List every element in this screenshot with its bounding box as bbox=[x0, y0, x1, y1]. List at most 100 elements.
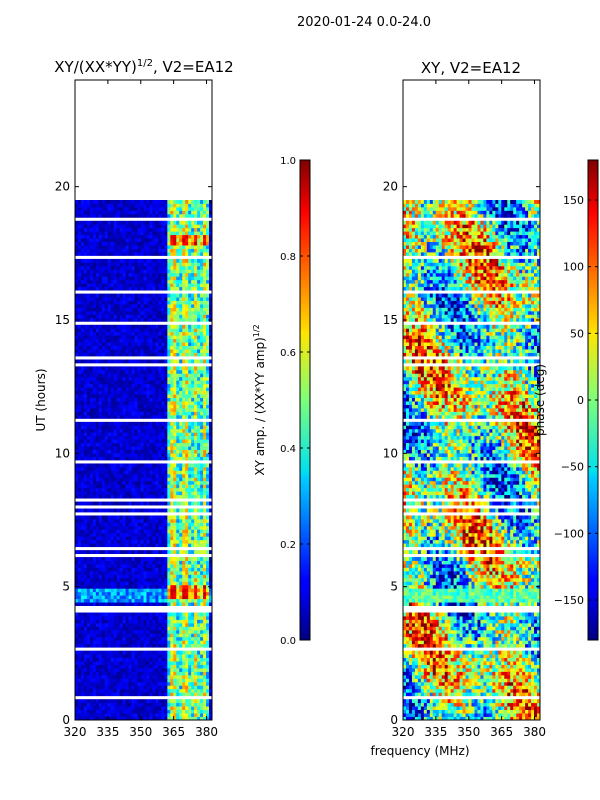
amplitude-heatmap-cell bbox=[116, 515, 121, 520]
amplitude-heatmap-cell bbox=[152, 674, 156, 679]
amplitude-heatmap-cell bbox=[134, 602, 138, 606]
amplitude-heatmap-cell bbox=[77, 449, 82, 454]
amplitude-heatmap-cell bbox=[86, 591, 91, 596]
amplitude-heatmap-cell bbox=[194, 515, 198, 520]
amplitude-heatmap-cell bbox=[152, 602, 156, 606]
amplitude-heatmap-cell bbox=[75, 536, 79, 541]
amplitude-heatmap-cell bbox=[116, 453, 121, 457]
amplitude-heatmap-cell bbox=[77, 650, 82, 655]
amplitude-heatmap-cell bbox=[182, 414, 186, 419]
amplitude-heatmap-cell bbox=[107, 463, 112, 468]
amplitude-heatmap-cell bbox=[167, 692, 171, 697]
amplitude-heatmap-cell bbox=[152, 432, 156, 437]
amplitude-heatmap-cell bbox=[101, 633, 106, 638]
amplitude-heatmap-cell bbox=[203, 709, 207, 714]
amplitude-heatmap-cell bbox=[200, 564, 204, 568]
amplitude-heatmap-cell bbox=[77, 709, 82, 714]
amplitude-heatmap-cell bbox=[116, 317, 121, 322]
amplitude-heatmap-cell bbox=[83, 435, 88, 440]
amplitude-heatmap-cell bbox=[158, 425, 162, 430]
amplitude-heatmap-cell bbox=[185, 432, 189, 437]
amplitude-heatmap-cell bbox=[101, 304, 106, 308]
amplitude-heatmap-cell bbox=[158, 709, 162, 714]
amplitude-heatmap-cell bbox=[77, 557, 82, 561]
amplitude-heatmap-cell bbox=[113, 532, 118, 537]
amplitude-heatmap-cell bbox=[122, 584, 127, 589]
amplitude-heatmap-cell bbox=[80, 674, 85, 679]
amplitude-heatmap-cell bbox=[143, 709, 147, 714]
amplitude-heatmap-cell bbox=[119, 373, 124, 378]
amplitude-heatmap-cell bbox=[137, 428, 141, 433]
amplitude-heatmap-cell bbox=[95, 629, 100, 634]
amplitude-heatmap-cell bbox=[173, 421, 177, 426]
amplitude-heatmap-cell bbox=[101, 338, 106, 343]
amplitude-heatmap-cell bbox=[92, 643, 97, 648]
amplitude-heatmap-cell bbox=[125, 300, 130, 305]
amplitude-heatmap-cell bbox=[197, 522, 201, 527]
amplitude-heatmap-cell bbox=[77, 688, 82, 693]
amplitude-heatmap-cell bbox=[128, 640, 132, 645]
amplitude-heatmap-cell bbox=[113, 584, 118, 589]
amplitude-heatmap-cell bbox=[167, 376, 171, 381]
amplitude-heatmap-cell bbox=[164, 446, 168, 450]
amplitude-heatmap-cell bbox=[155, 369, 159, 374]
amplitude-heatmap-cell bbox=[167, 577, 171, 582]
amplitude-heatmap-cell bbox=[116, 709, 121, 714]
amplitude-heatmap-cell bbox=[113, 706, 118, 710]
amplitude-heatmap-cell bbox=[110, 529, 115, 534]
amplitude-heatmap-cell bbox=[143, 581, 147, 586]
amplitude-heatmap-cell bbox=[146, 633, 150, 638]
amplitude-heatmap-cell bbox=[92, 487, 97, 492]
amplitude-heatmap-cell bbox=[113, 595, 118, 600]
amplitude-title-exponent: 1/2 bbox=[137, 58, 153, 69]
amplitude-heatmap-cell bbox=[146, 629, 150, 634]
amplitude-heatmap-cell bbox=[137, 376, 141, 381]
amplitude-heatmap-cell bbox=[164, 508, 168, 513]
amplitude-heatmap-cell bbox=[131, 463, 135, 468]
amplitude-heatmap-cell bbox=[86, 404, 91, 409]
amplitude-heatmap-cell bbox=[170, 317, 174, 322]
amplitude-heatmap-cell bbox=[155, 588, 159, 593]
amplitude-heatmap-cell bbox=[92, 401, 97, 405]
amplitude-heatmap-cell bbox=[137, 297, 141, 301]
amplitude-heatmap-cell bbox=[83, 293, 88, 298]
amplitude-heatmap-cell bbox=[122, 629, 127, 634]
amplitude-heatmap-cell bbox=[83, 657, 88, 662]
amplitude-heatmap-cell bbox=[104, 629, 109, 634]
amplitude-heatmap-cell bbox=[194, 550, 198, 554]
amplitude-heatmap-cell bbox=[158, 501, 162, 506]
amplitude-heatmap-cell bbox=[125, 688, 130, 693]
amplitude-heatmap-cell bbox=[203, 699, 207, 704]
amplitude-heatmap-cell bbox=[75, 661, 79, 665]
amplitude-heatmap-cell bbox=[125, 657, 130, 662]
amplitude-heatmap-cell bbox=[110, 515, 115, 520]
amplitude-heatmap-cell bbox=[206, 491, 210, 496]
amplitude-heatmap-cell bbox=[173, 442, 177, 447]
amplitude-heatmap-cell bbox=[179, 304, 183, 308]
amplitude-heatmap-cell bbox=[146, 577, 150, 582]
amplitude-heatmap-cell bbox=[152, 702, 156, 707]
amplitude-heatmap-cell bbox=[155, 543, 159, 548]
amplitude-heatmap-cell bbox=[173, 376, 177, 381]
amplitude-heatmap-cell bbox=[128, 480, 132, 485]
amplitude-heatmap-cell bbox=[101, 539, 106, 544]
amplitude-heatmap-cell bbox=[101, 619, 106, 624]
amplitude-heatmap-cell bbox=[77, 692, 82, 697]
amplitude-heatmap-cell bbox=[164, 456, 168, 461]
amplitude-heatmap-cell bbox=[122, 439, 127, 444]
amplitude-heatmap-cell bbox=[98, 602, 103, 606]
amplitude-heatmap-cell bbox=[101, 349, 106, 353]
amplitude-heatmap-cell bbox=[152, 435, 156, 440]
amplitude-heatmap-cell bbox=[179, 342, 183, 346]
amplitude-heatmap-cell bbox=[128, 463, 132, 468]
amplitude-heatmap-cell bbox=[188, 619, 192, 624]
amplitude-heatmap-cell bbox=[89, 560, 94, 565]
amplitude-heatmap-cell bbox=[116, 678, 121, 683]
amplitude-heatmap-cell bbox=[209, 591, 212, 596]
amplitude-heatmap-cell bbox=[176, 602, 180, 606]
amplitude-heatmap-cell bbox=[119, 518, 124, 523]
amplitude-heatmap-cell bbox=[122, 612, 127, 617]
amplitude-heatmap-cell bbox=[92, 536, 97, 541]
amplitude-heatmap-cell bbox=[176, 404, 180, 409]
amplitude-heatmap-cell bbox=[80, 629, 85, 634]
